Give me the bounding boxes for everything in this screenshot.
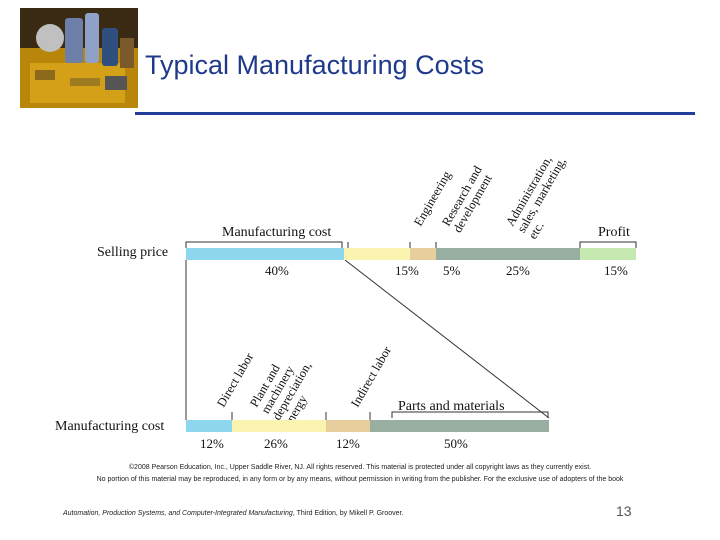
bar-top-administration: [436, 248, 580, 260]
footer-copyright: ©2008 Pearson Education, Inc., Upper Sad…: [0, 462, 720, 486]
bar-bottom-direct-labor: [186, 420, 232, 432]
title-rule: [135, 112, 695, 115]
bar-bottom-plant: [232, 420, 326, 432]
bracket-manufacturing-cost: [185, 241, 343, 248]
label-parts-materials: Parts and materials: [398, 399, 505, 414]
pct-bottom-direct-labor: 12%: [200, 436, 224, 451]
label-selling-price: Selling price: [97, 245, 169, 260]
pct-top-manufacturing: 40%: [265, 263, 289, 278]
label-profit: Profit: [598, 225, 630, 240]
bracket-parts: [391, 411, 549, 418]
pct-bottom-parts: 50%: [444, 436, 468, 451]
pct-bottom-indirect-labor: 12%: [336, 436, 360, 451]
footer-source-title: Automation, Production Systems, and Comp…: [63, 510, 293, 517]
connector-right: [344, 259, 550, 419]
bar-bottom-indirect-labor: [326, 420, 370, 432]
pct-top-administration: 25%: [506, 263, 530, 278]
bar-top-engineering: [344, 248, 410, 260]
label-manufacturing-cost-group: Manufacturing cost: [222, 225, 332, 240]
bar-top-research: [410, 248, 436, 260]
header-photo: [20, 8, 138, 108]
pct-top-profit: 15%: [604, 263, 628, 278]
footer-copyright-line2: No portion of this material may be repro…: [96, 476, 624, 483]
bar-top-profit: [580, 248, 636, 260]
page-number: 13: [616, 503, 632, 519]
footer-copyright-line1: ©2008 Pearson Education, Inc., Upper Sad…: [128, 464, 592, 471]
footer-source: Automation, Production Systems, and Comp…: [63, 510, 403, 517]
bracket-profit: [579, 241, 637, 248]
bar-top-manufacturing: [186, 248, 344, 260]
bar-bottom-parts: [370, 420, 549, 432]
header-photo-graphic: [20, 8, 138, 108]
label-manufacturing-cost-row: Manufacturing cost: [55, 419, 165, 434]
pct-top-research: 5%: [443, 263, 461, 278]
pct-bottom-plant: 26%: [264, 436, 288, 451]
footer-source-rest: , Third Edition, by Mikell P. Groover.: [292, 510, 404, 517]
slide-title: Typical Manufacturing Costs: [145, 50, 485, 80]
pct-top-engineering: 15%: [395, 263, 419, 278]
